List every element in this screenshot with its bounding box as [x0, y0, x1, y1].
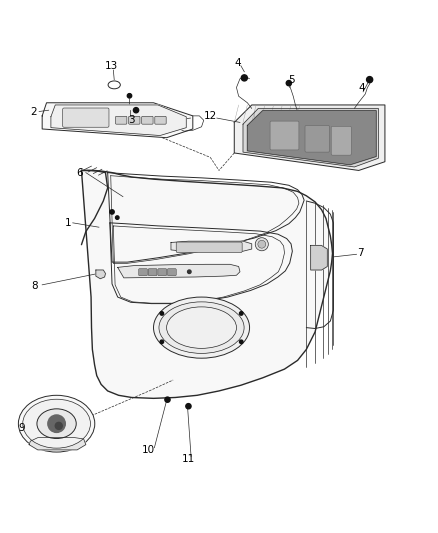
Ellipse shape [166, 307, 237, 349]
Text: 5: 5 [288, 75, 294, 85]
Text: 3: 3 [128, 115, 135, 125]
Circle shape [127, 94, 132, 98]
FancyBboxPatch shape [63, 108, 109, 127]
Polygon shape [234, 105, 385, 171]
Polygon shape [118, 264, 240, 278]
Circle shape [165, 397, 170, 402]
Polygon shape [81, 171, 332, 398]
Ellipse shape [108, 81, 120, 89]
Text: 1: 1 [65, 218, 72, 228]
FancyBboxPatch shape [148, 269, 157, 276]
Text: 9: 9 [18, 423, 25, 433]
Circle shape [255, 238, 268, 251]
FancyBboxPatch shape [155, 116, 166, 124]
Text: 12: 12 [204, 111, 217, 121]
Ellipse shape [159, 302, 244, 353]
Circle shape [48, 415, 65, 432]
Circle shape [116, 216, 119, 220]
Text: 2: 2 [30, 107, 37, 117]
Text: 4: 4 [359, 83, 366, 93]
Polygon shape [29, 438, 86, 450]
FancyBboxPatch shape [331, 126, 351, 155]
FancyBboxPatch shape [305, 125, 329, 152]
Text: 6: 6 [76, 168, 83, 177]
Circle shape [241, 75, 247, 81]
Polygon shape [311, 246, 327, 270]
FancyBboxPatch shape [167, 269, 176, 276]
Circle shape [160, 312, 163, 315]
FancyBboxPatch shape [158, 269, 166, 276]
Circle shape [160, 340, 163, 344]
Ellipse shape [153, 297, 250, 358]
Polygon shape [243, 108, 378, 167]
Ellipse shape [23, 399, 90, 448]
FancyBboxPatch shape [270, 121, 299, 150]
Polygon shape [247, 111, 376, 165]
Circle shape [240, 312, 243, 315]
Ellipse shape [37, 409, 76, 439]
Polygon shape [96, 270, 106, 279]
Circle shape [258, 240, 266, 248]
Text: 8: 8 [32, 281, 38, 291]
Ellipse shape [18, 395, 95, 452]
Circle shape [240, 340, 243, 344]
FancyBboxPatch shape [129, 116, 140, 124]
Circle shape [187, 270, 191, 273]
Text: 7: 7 [357, 248, 364, 259]
Circle shape [186, 403, 191, 409]
Text: 10: 10 [142, 445, 155, 455]
Circle shape [286, 80, 291, 86]
Circle shape [367, 77, 373, 83]
FancyBboxPatch shape [116, 116, 127, 124]
Text: 11: 11 [182, 455, 195, 464]
Polygon shape [42, 103, 193, 138]
Polygon shape [171, 241, 252, 252]
FancyBboxPatch shape [176, 242, 242, 253]
FancyBboxPatch shape [139, 269, 148, 276]
Circle shape [55, 422, 62, 430]
Circle shape [134, 108, 139, 113]
Text: 13: 13 [105, 61, 118, 71]
Text: 4: 4 [234, 59, 240, 68]
FancyBboxPatch shape [142, 116, 153, 124]
Polygon shape [51, 105, 186, 135]
Circle shape [110, 210, 114, 214]
